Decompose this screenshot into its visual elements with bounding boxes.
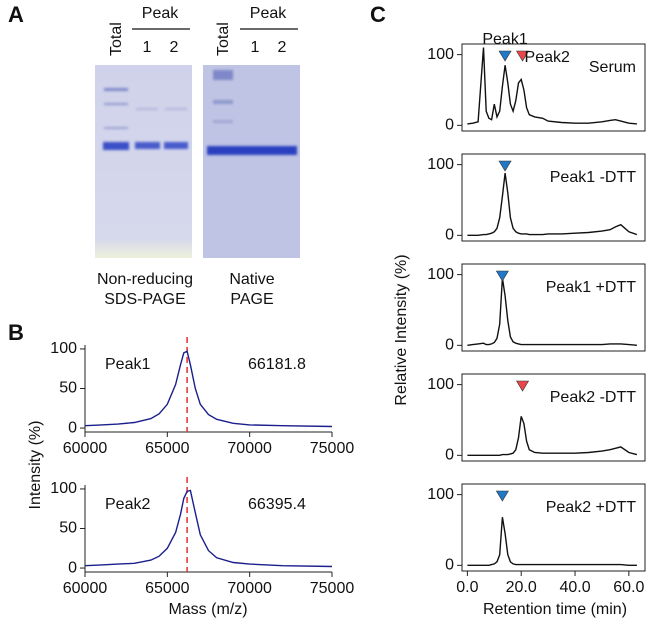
lane-label: Total (215, 22, 232, 56)
gel-image (203, 65, 300, 258)
y-tick-label: 100 (427, 486, 454, 503)
x-tick-label: 70000 (227, 580, 272, 597)
lane-label: 2 (278, 39, 287, 56)
series-label: Peak1 -DTT (550, 169, 636, 186)
y-tick-label: 100 (427, 266, 454, 283)
peak-marker (495, 270, 509, 282)
gel-caption: Non-reducing (97, 271, 193, 288)
line (85, 350, 332, 428)
y-tick-label: 50 (59, 520, 77, 537)
peak-marker (498, 50, 512, 62)
gel-image (95, 65, 192, 258)
x-tick-label: 75000 (310, 580, 355, 597)
x-tick-label: 60000 (63, 440, 108, 457)
gel-caption: SDS-PAGE (104, 291, 186, 308)
x-axis-label: Retention time (min) (483, 601, 627, 618)
peak-marker (516, 380, 530, 392)
plot-frame (461, 263, 646, 352)
gel-caption: Native (229, 271, 274, 288)
series-label: Peak1 +DTT (546, 279, 636, 296)
x-tick-label: 70000 (227, 440, 272, 457)
line (467, 173, 638, 236)
y-tick-label: 0 (445, 227, 454, 244)
x-tick-label: 60.0 (613, 579, 644, 596)
x-tick-label: 75000 (310, 440, 355, 457)
y-tick-label: 100 (427, 156, 454, 173)
lane-label: 2 (170, 39, 179, 56)
lane-label: 1 (251, 39, 260, 56)
series-label: Peak1 (105, 356, 150, 373)
y-axis-label: Intensity (%) (27, 421, 44, 510)
y-tick-label: 100 (50, 340, 77, 357)
y-tick-label: 0 (445, 447, 454, 464)
line (467, 47, 637, 125)
series-label: Peak2 (105, 496, 150, 513)
plot-frame (461, 373, 646, 462)
y-axis-label: Relative Intensity (%) (393, 254, 410, 405)
y-tick-label: 0 (68, 419, 77, 436)
peak-marker (516, 50, 530, 62)
lane-group-label: Peak (250, 5, 287, 22)
y-tick-label: 100 (427, 376, 454, 393)
marker-label: Peak2 (525, 49, 570, 66)
line (467, 277, 637, 346)
annotation: 66181.8 (248, 356, 306, 373)
x-tick-label: 60000 (63, 580, 108, 597)
series-label: Peak2 -DTT (550, 389, 636, 406)
peak-marker (495, 490, 509, 502)
line (85, 489, 332, 568)
y-tick-label: 0 (445, 557, 454, 574)
x-tick-label: 20.0 (506, 579, 537, 596)
x-tick-label: 65000 (145, 580, 190, 597)
gel-caption: PAGE (230, 291, 273, 308)
plot-frame (461, 483, 646, 572)
y-tick-label: 50 (59, 380, 77, 397)
panel-label: A (8, 2, 24, 27)
y-tick-label: 0 (68, 559, 77, 576)
plot-frame (461, 43, 646, 132)
y-tick-label: 100 (427, 46, 454, 63)
plot-frame (461, 153, 646, 242)
series-label: Peak2 +DTT (546, 499, 636, 516)
lane-label: Total (108, 22, 125, 56)
line (467, 416, 638, 456)
y-tick-label: 0 (445, 337, 454, 354)
marker-label: Peak1 (482, 31, 527, 48)
y-tick-label: 0 (445, 117, 454, 134)
panel-label: C (370, 2, 386, 27)
x-tick-label: 65000 (145, 440, 190, 457)
y-tick-label: 100 (50, 480, 77, 497)
lane-group-label: Peak (142, 5, 179, 22)
peak-marker (498, 160, 512, 172)
panel-label: B (8, 320, 24, 345)
x-tick-label: 40.0 (559, 579, 590, 596)
x-axis-label: Mass (m/z) (168, 601, 247, 618)
annotation: 66395.4 (248, 496, 306, 513)
series-label: Serum (589, 59, 636, 76)
x-tick-label: 0.0 (456, 579, 478, 596)
line (467, 517, 637, 566)
lane-label: 1 (143, 39, 152, 56)
